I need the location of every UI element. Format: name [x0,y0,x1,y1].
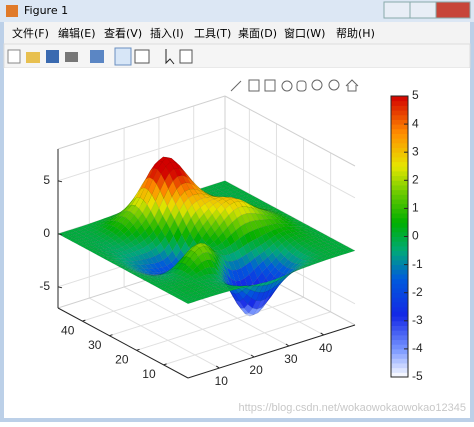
legend-icon[interactable] [135,50,149,63]
close-button[interactable] [436,2,470,18]
colorbar-tick-label: 5 [412,88,419,102]
colorbar-band [391,157,408,162]
colorbar-band [391,363,408,368]
colorbar-band [391,368,408,373]
colorbar-band [391,115,408,120]
colorbar-band [391,321,408,326]
colorbar-band [391,180,408,185]
colorbar-band [391,246,408,251]
colorbar-band [391,218,408,223]
z-tick-label: -5 [39,279,50,293]
colorbar-band [391,194,408,199]
colorbar-tick-label: -5 [412,369,423,383]
colorbar-band [391,340,408,345]
colorbar-band [391,213,408,218]
colorbar-tick-label: -3 [412,313,423,327]
colorbar-band [391,269,408,274]
colorbar-band [391,335,408,340]
open-icon[interactable] [26,52,40,63]
colorbar-band [391,143,408,148]
colorbar-band [391,138,408,143]
x-tick-label: 30 [284,352,298,366]
colorbar-tick-label: 1 [412,201,419,215]
plot-tools-icon[interactable] [115,48,131,65]
colorbar-band [391,124,408,129]
colorbar-band [391,199,408,204]
y-tick-label: 10 [142,367,156,381]
property-icon[interactable] [180,50,192,63]
maximize-button[interactable] [410,2,436,18]
colorbar-band [391,227,408,232]
new-icon[interactable] [8,50,20,63]
menu-item[interactable]: 查看(V) [104,26,142,40]
colorbar-band [391,279,408,284]
colorbar-band [391,349,408,354]
colorbar-band [391,358,408,363]
colorbar-band [391,162,408,167]
link-icon[interactable] [90,50,104,63]
colorbar-tick-label: 0 [412,229,419,243]
colorbar-band [391,166,408,171]
menu-item[interactable]: 插入(I) [150,26,184,40]
colorbar-band [391,255,408,260]
print-icon[interactable] [65,52,78,62]
colorbar-tick-label: -1 [412,257,423,271]
colorbar-band [391,190,408,195]
menu-item[interactable]: 工具(T) [194,27,231,40]
window-title: Figure 1 [24,4,68,17]
colorbar-band [391,311,408,316]
z-tick-label: 5 [43,173,50,187]
x-tick-label: 10 [215,374,229,388]
y-tick-label: 40 [61,323,75,337]
colorbar-band [391,241,408,246]
colorbar-band [391,105,408,110]
colorbar-band [391,237,408,242]
save-icon[interactable] [46,50,59,63]
colorbar-band [391,133,408,138]
app-icon [6,5,18,17]
menu-item[interactable]: 桌面(D) [238,27,277,40]
colorbar-band [391,129,408,134]
menu-item[interactable]: 编辑(E) [58,26,96,40]
colorbar-tick-label: 2 [412,172,419,186]
colorbar-band [391,274,408,279]
colorbar-band [391,330,408,335]
colorbar-tick-label: 3 [412,144,419,158]
colorbar-band [391,265,408,270]
colorbar-band [391,293,408,298]
z-tick-label: 0 [43,226,50,240]
colorbar-band [391,152,408,157]
colorbar-band [391,251,408,256]
y-tick-label: 20 [115,352,129,366]
menu-item[interactable]: 帮助(H) [336,26,375,40]
colorbar-band [391,302,408,307]
x-tick-label: 20 [249,363,263,377]
colorbar-band [391,297,408,302]
x-tick-label: 40 [319,341,333,355]
colorbar-band [391,96,408,101]
watermark: https://blog.csdn.net/wokaowokaowokao123… [239,402,467,414]
colorbar-band [391,110,408,115]
colorbar-band [391,171,408,176]
colorbar-band [391,307,408,312]
colorbar-band [391,185,408,190]
menu-item[interactable]: 文件(F) [12,26,49,40]
minimize-button[interactable] [384,2,410,18]
colorbar-tick-label: -4 [412,341,423,355]
colorbar-band [391,101,408,106]
colorbar-tick-label: -2 [412,285,423,299]
colorbar-band [391,283,408,288]
y-tick-label: 30 [88,338,102,352]
menu-item[interactable]: 窗口(W) [284,26,325,40]
colorbar-band [391,222,408,227]
colorbar-band [391,325,408,330]
colorbar-tick-label: 4 [412,116,419,130]
colorbar-band [391,354,408,359]
colorbar-band [391,208,408,213]
